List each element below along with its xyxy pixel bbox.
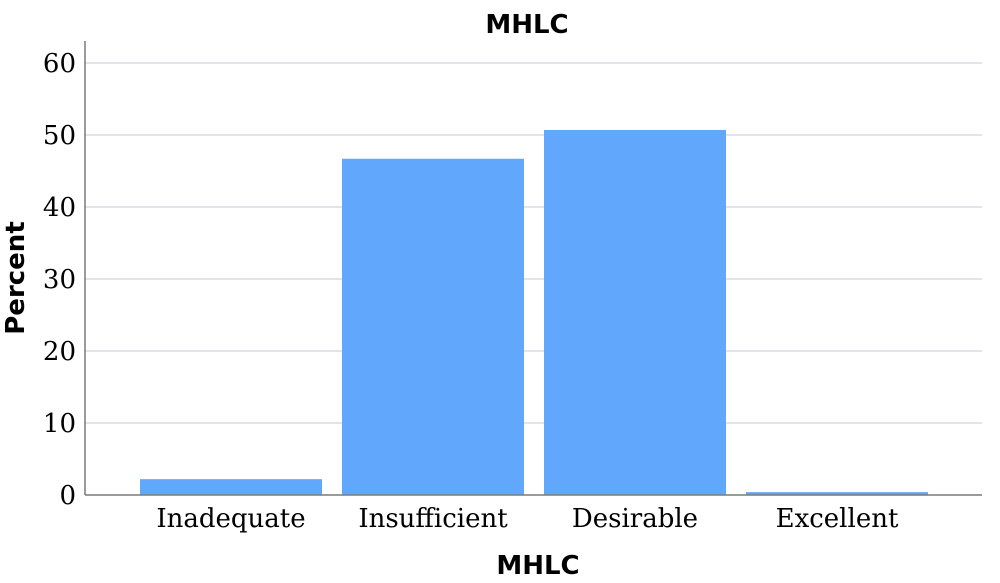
chart-title: MHLC	[485, 10, 568, 40]
x-tick-label-excellent: Excellent	[776, 504, 899, 534]
x-tick-label-insufficient: Insufficient	[358, 504, 508, 534]
bars	[140, 129, 928, 495]
bar-desirable	[544, 129, 726, 495]
gridlines	[85, 62, 982, 424]
y-tick-label: 50	[43, 121, 76, 151]
y-axis-title: Percent	[1, 221, 31, 335]
y-tick-label: 30	[43, 265, 76, 295]
x-tick-label-desirable: Desirable	[572, 504, 698, 534]
x-category-labels: Inadequate Insufficient Desirable Excellent	[156, 504, 899, 534]
y-tick-label: 0	[59, 481, 76, 511]
y-tick-label: 10	[43, 409, 76, 439]
x-tick-label-inadequate: Inadequate	[156, 504, 305, 534]
bar-excellent	[746, 492, 928, 495]
y-tick-labels: 0 10 20 30 40 50 60	[43, 49, 76, 511]
bar-inadequate	[140, 479, 322, 495]
x-axis-title: MHLC	[496, 551, 579, 581]
y-tick-label: 20	[43, 337, 76, 367]
y-tick-label: 40	[43, 193, 76, 223]
y-tick-label: 60	[43, 49, 76, 79]
bar-insufficient	[342, 158, 524, 495]
